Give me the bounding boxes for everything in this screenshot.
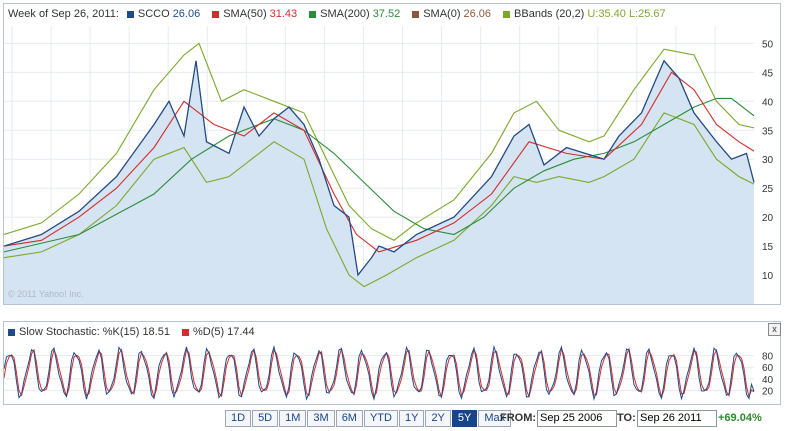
series-line-sma-50-: [4, 71, 755, 253]
y-tick-label: 10: [762, 271, 774, 282]
stoch-k-line: [4, 344, 755, 402]
y-tick-label: 50: [762, 39, 774, 50]
legend-scco[interactable]: SCCO 26.06: [126, 8, 201, 20]
range-button-1d[interactable]: 1D: [225, 410, 252, 427]
sma50-value: 31.43: [269, 8, 298, 20]
sma200-value: 37.52: [372, 8, 401, 20]
week-label: Week of Sep 26, 2011:: [8, 8, 119, 20]
scco-area: [4, 60, 754, 304]
price-chart[interactable]: 1015202530354045502007AprJulOct2008AprJu…: [4, 4, 780, 304]
sma200-label: SMA(200): [320, 8, 370, 20]
stoch-y-tick-label: 60: [762, 363, 774, 374]
y-tick-label: 20: [762, 213, 774, 224]
stoch-k-value: 18.51: [142, 326, 170, 338]
sma0-swatch: [412, 10, 420, 18]
sma50-label: SMA(50): [223, 8, 267, 20]
copyright-text: © 2011 Yahoo! Inc.: [8, 289, 84, 299]
scco-value: 26.06: [172, 8, 201, 20]
close-stochastic-button[interactable]: x: [768, 323, 781, 336]
y-tick-label: 30: [762, 155, 774, 166]
stochastic-panel: Slow Stochastic: %K(15) 18.51 %D(5) 17.44 …: [3, 321, 781, 405]
y-tick-label: 25: [762, 184, 774, 195]
y-tick-label: 15: [762, 242, 774, 253]
from-label: FROM:: [500, 412, 537, 424]
series-line-bbands-lower: [4, 112, 755, 288]
sma200-swatch: [309, 10, 317, 18]
sma0-value: 26.06: [463, 8, 492, 20]
price-chart-legend: Week of Sep 26, 2011: SCCO 26.06 SMA(50) 3…: [4, 4, 678, 24]
stoch-y-tick-label: 40: [762, 375, 774, 386]
stoch-y-tick-label: 20: [762, 386, 774, 397]
range-button-6m[interactable]: 6M: [335, 410, 363, 427]
series-line-sma-200-: [4, 97, 755, 253]
stoch-k-label: Slow Stochastic: %K(15): [19, 326, 140, 338]
y-tick-label: 35: [762, 126, 774, 137]
sma50-swatch: [212, 10, 220, 18]
series-line-bbands-upper: [4, 42, 755, 241]
legend-bbands[interactable]: BBands (20,2) U:35.40 L:25.67: [503, 8, 666, 20]
sma0-label: SMA(0): [423, 8, 461, 20]
series-line-scco: [4, 59, 755, 277]
bbands-swatch: [503, 10, 511, 18]
scco-swatch: [126, 10, 134, 18]
to-date-input[interactable]: [637, 410, 717, 427]
y-tick-label: 40: [762, 97, 774, 108]
legend-sma50[interactable]: SMA(50) 31.43: [212, 8, 297, 20]
range-button-2y[interactable]: 2Y: [425, 410, 451, 427]
stoch-d-value: 17.44: [227, 326, 255, 338]
stoch-y-tick-label: 80: [762, 352, 774, 363]
bbands-value: U:35.40 L:25.67: [587, 8, 666, 20]
from-date-input[interactable]: [537, 410, 617, 427]
range-buttons: 1D 5D 1M 3M 6M YTD 1Y 2Y 5Y Max: [225, 410, 512, 427]
percent-change: +69.04%: [718, 412, 762, 424]
to-label: TO:: [617, 412, 636, 424]
legend-sma0[interactable]: SMA(0) 26.06: [412, 8, 491, 20]
stoch-d-line: [4, 347, 755, 400]
price-chart-panel: Week of Sep 26, 2011: SCCO 26.06 SMA(50) 3…: [3, 3, 781, 305]
legend-stoch-k[interactable]: Slow Stochastic: %K(15) 18.51: [8, 326, 170, 338]
stoch-d-label: %D(5): [192, 326, 225, 338]
range-button-1m[interactable]: 1M: [279, 410, 307, 427]
range-button-3m[interactable]: 3M: [307, 410, 335, 427]
range-button-max[interactable]: Max: [478, 410, 512, 427]
stochastic-legend: Slow Stochastic: %K(15) 18.51 %D(5) 17.44: [4, 322, 267, 342]
range-button-ytd[interactable]: YTD: [363, 410, 398, 427]
scco-label: SCCO: [137, 8, 170, 20]
legend-sma200[interactable]: SMA(200) 37.52: [309, 8, 400, 20]
stoch-k-swatch: [8, 328, 15, 336]
bbands-label: BBands (20,2): [514, 8, 585, 20]
stoch-d-swatch: [181, 328, 189, 336]
range-button-5d[interactable]: 5D: [252, 410, 279, 427]
y-tick-label: 45: [762, 68, 774, 79]
legend-stoch-d[interactable]: %D(5) 17.44: [181, 326, 255, 338]
range-button-1y[interactable]: 1Y: [398, 410, 425, 427]
range-button-5y[interactable]: 5Y: [451, 410, 478, 427]
